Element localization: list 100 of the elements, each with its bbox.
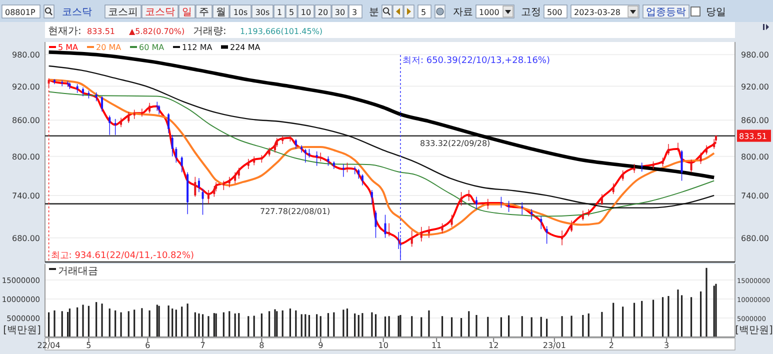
candlestick (171, 134, 174, 157)
candlestick (374, 210, 377, 238)
candlestick (428, 226, 430, 238)
x-tick-label: 23/01 (542, 341, 566, 350)
candlestick (180, 156, 183, 173)
y-tick-label: 740.00 (12, 191, 40, 200)
candlestick (612, 183, 614, 194)
candlestick (508, 200, 510, 212)
legend-label: 20 MA (96, 43, 122, 52)
text: 5 (421, 8, 426, 17)
x-tick-label: 11 (431, 341, 442, 350)
annotation: 최저: 650.39(22/10/13,+28.16%) (402, 56, 550, 66)
candlestick (361, 174, 364, 186)
candlestick (582, 210, 584, 221)
candlestick (194, 176, 196, 198)
text: 1 (276, 8, 282, 17)
text: 2023-03-28 (574, 8, 620, 17)
candlestick (600, 194, 603, 206)
candlestick (114, 118, 116, 136)
y-tick-label: 920.00 (12, 82, 40, 92)
text: 1000 (479, 8, 500, 17)
candlestick (441, 222, 444, 234)
text: 고정 (521, 7, 541, 18)
text: 920.00 (741, 82, 769, 92)
y-tick-label: 800.00 (12, 152, 40, 162)
text: 740.00 (741, 191, 769, 200)
text: 10s (233, 8, 248, 17)
candlestick (530, 208, 533, 220)
text: 업종등락 (646, 7, 686, 18)
candlestick (561, 230, 564, 246)
candlestick (410, 230, 413, 248)
text: 현재가: (48, 26, 82, 37)
x-tick-label: 5 (86, 341, 92, 350)
candlestick (384, 214, 386, 238)
candlestick (667, 144, 670, 156)
candlestick (570, 220, 573, 232)
y-tick-label: 860.00 (12, 116, 40, 126)
legend-label: 112 MA (182, 43, 213, 52)
text: 거래량: (193, 26, 226, 37)
candlestick (486, 198, 489, 210)
candlestick (202, 188, 204, 216)
text: 08801P (5, 8, 36, 17)
candlestick (247, 158, 250, 170)
legend-label: 5 MA (58, 43, 79, 52)
candlestick (128, 112, 130, 124)
candlestick (521, 202, 524, 216)
text: 일 (182, 7, 192, 18)
candlestick (175, 146, 178, 164)
candlestick (370, 190, 373, 204)
text: 20 (318, 8, 328, 17)
candlestick (700, 152, 702, 164)
x-tick-label: 22/04 (37, 341, 60, 350)
ref-line-label: 833.32(22/09/28) (420, 138, 490, 148)
x-tick-label: 3 (664, 341, 670, 350)
text: 1,193,666(101.45%) (240, 27, 323, 36)
annotation: 최고: 934.61(22/04/11,-10.82%) (50, 251, 194, 261)
x-tick-label: 10 (378, 341, 388, 350)
candlestick (316, 151, 318, 166)
candlestick (327, 156, 330, 166)
candlestick (705, 144, 708, 155)
text: 5 (288, 8, 294, 17)
legend-label: 거래대금 (58, 266, 98, 277)
candlestick (101, 96, 104, 112)
candlestick (222, 180, 225, 190)
candlestick (228, 176, 230, 188)
candlestick (274, 142, 276, 153)
candlestick (133, 109, 136, 120)
text: 980.00 (741, 50, 769, 60)
annotation: 833.51 (739, 132, 767, 141)
text: 833.51 (87, 27, 115, 36)
candlestick (690, 159, 692, 173)
text: 코스닥 (145, 7, 175, 18)
candlestick (148, 102, 151, 114)
text: 10 (300, 8, 312, 17)
x-tick-label: 8 (259, 341, 264, 350)
candlestick (475, 196, 478, 210)
candlestick (140, 108, 143, 117)
text: ▲5.82(0.70%) (129, 27, 185, 36)
candlestick (213, 186, 216, 198)
candlestick (680, 150, 683, 182)
line-series (48, 65, 715, 208)
candlestick (622, 170, 624, 182)
text: 800.00 (741, 152, 769, 162)
x-tick-label: 6 (145, 341, 150, 350)
candlestick (198, 178, 200, 192)
text: 자료 (453, 7, 473, 18)
candlestick (420, 226, 422, 242)
line-series (47, 50, 716, 180)
y2-axis-title: [백만원] (735, 325, 773, 336)
text: 860.00 (741, 116, 769, 126)
x-tick-label: 7 (200, 341, 206, 350)
candlestick (168, 112, 170, 134)
text: 코스피 (108, 7, 138, 18)
y-axis-title: [백만원] (3, 325, 41, 336)
text: 월 (216, 7, 226, 18)
candlestick (468, 190, 470, 202)
x-tick-label: 12 (488, 341, 499, 350)
candlestick (713, 138, 716, 150)
candlestick (120, 117, 122, 128)
y-tick-label: 980.00 (12, 50, 40, 60)
